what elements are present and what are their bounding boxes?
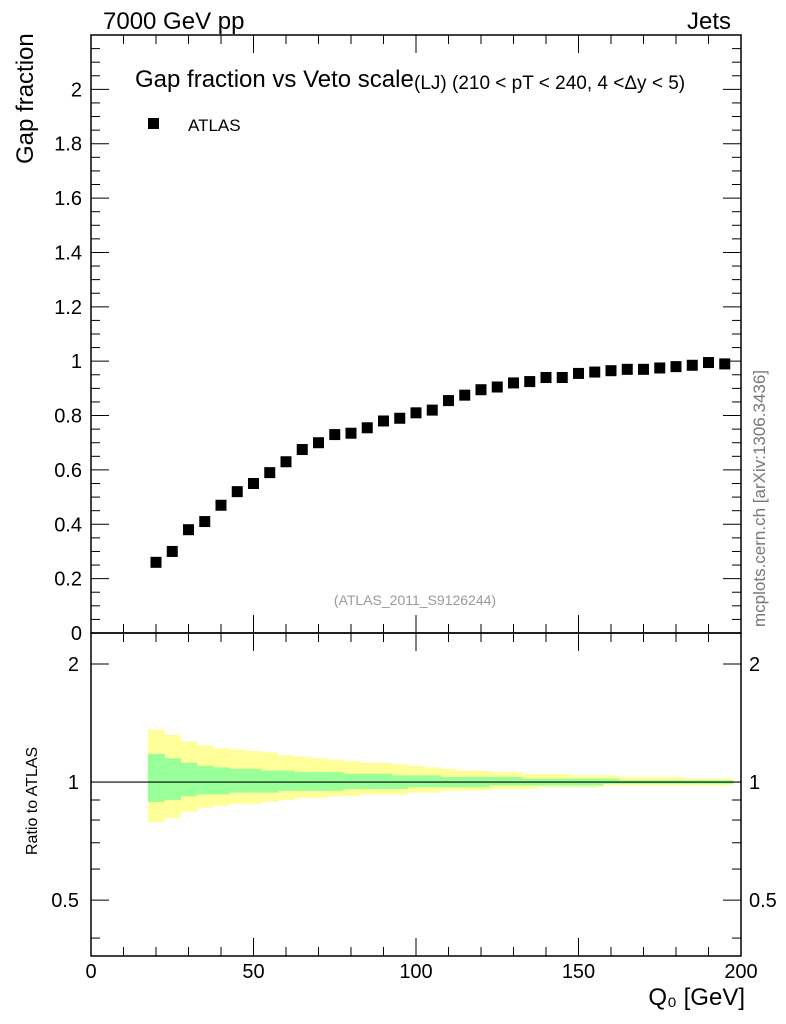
data-point (491, 381, 503, 393)
main-title: Gap fraction vs Veto scale (135, 66, 414, 93)
data-points (150, 357, 731, 568)
data-point (264, 467, 276, 479)
data-point (638, 363, 649, 375)
data-point (150, 556, 162, 568)
data-point (280, 456, 292, 468)
y-tick-label: 1.2 (54, 297, 82, 319)
ratio-y-ticks: 0.5 0.5 1 1 2 2 (51, 654, 777, 939)
stat-band-bin (245, 768, 263, 793)
data-point (703, 357, 714, 369)
data-point (231, 486, 243, 498)
data-point (345, 427, 357, 439)
main-y-axis-label: Gap fraction (12, 33, 39, 164)
stat-band-bin (196, 765, 214, 795)
data-point (508, 377, 519, 389)
legend-label-atlas: ATLAS (188, 116, 241, 135)
ratio-tick-label-right: 2 (749, 654, 760, 676)
stat-band-bin (602, 778, 620, 784)
data-point (394, 412, 406, 424)
stat-band-bin (180, 762, 198, 797)
data-point (686, 359, 698, 371)
stat-band-bin (424, 775, 441, 788)
side-source-label: mcplots.cern.ch [arXiv:1306.3436] (750, 370, 769, 627)
ratio-x-ticks: 0 50 100 150 200 (85, 633, 758, 983)
y-tick-label: 0.8 (54, 406, 82, 428)
y-tick-label: 2 (71, 79, 82, 101)
data-point (621, 363, 633, 375)
y-tick-label: 0.2 (54, 569, 82, 591)
data-point (199, 516, 211, 528)
data-point (183, 524, 194, 536)
stat-band-bin (505, 777, 523, 786)
stat-band-bin (407, 775, 425, 788)
x-axis-label: Q₀ [GeV] (648, 984, 745, 1011)
data-point (573, 367, 584, 379)
data-point (296, 444, 308, 456)
stat-band-bin (489, 777, 506, 786)
ratio-tick-label-left: 1 (68, 772, 79, 794)
y-tick-label: 1.8 (54, 134, 82, 156)
ratio-tick-label-right: 1 (749, 772, 760, 794)
data-point (475, 384, 487, 396)
y-tick-label: 0.4 (54, 514, 82, 536)
data-point (361, 422, 373, 434)
data-point (524, 376, 536, 388)
data-point (329, 429, 341, 441)
x-tick-label: 50 (242, 961, 264, 983)
y-tick-label: 1 (71, 351, 82, 373)
stat-band-bin (229, 768, 246, 793)
process-label: Jets (687, 8, 731, 35)
data-point (556, 371, 568, 383)
main-x-ticks (90, 35, 742, 633)
stat-band-bin (359, 773, 376, 790)
ratio-y-axis-label: Ratio to ATLAS (24, 747, 41, 855)
x-tick-label: 0 (85, 961, 96, 983)
stat-band-bin (147, 753, 165, 802)
main-subtitle: (LJ) (210 < pT < 240, 4 <Δy < 5) (414, 73, 685, 94)
ratio-bands (147, 729, 734, 823)
data-point (589, 366, 601, 378)
data-point (166, 545, 178, 557)
data-point (410, 407, 422, 419)
data-point (719, 358, 731, 370)
ratio-tick-label-left: 2 (68, 654, 79, 676)
energy-label: 7000 GeV pp (103, 8, 244, 35)
data-point (670, 361, 682, 373)
y-tick-label: 1.6 (54, 188, 82, 210)
ratio-tick-label-right: 0.5 (749, 890, 777, 912)
x-tick-label: 200 (724, 961, 757, 983)
legend-marker-square (148, 118, 159, 129)
data-point (443, 395, 454, 407)
ratio-frame (90, 632, 742, 957)
data-point (313, 437, 324, 449)
main-plot-panel: 0 0.2 0.4 0.6 0.8 1 1.2 1.4 1.6 1.8 2 Gap fraction… (12, 33, 742, 645)
data-point (248, 478, 259, 489)
data-point (459, 389, 471, 401)
ratio-tick-label-left: 0.5 (51, 890, 79, 912)
data-point (654, 362, 666, 374)
stat-band-bin (375, 773, 393, 790)
data-point (540, 371, 552, 383)
y-tick-label: 0 (71, 623, 82, 645)
ratio-plot-panel: 0.5 0.5 1 1 2 2 0 50 100 150 200 Ratio to ATLAS Q… (24, 632, 777, 1011)
x-tick-label: 150 (562, 961, 595, 983)
data-point (605, 365, 617, 377)
y-tick-label: 1.4 (54, 242, 82, 264)
data-point (215, 499, 227, 511)
data-point (378, 415, 389, 427)
analysis-watermark: (ATLAS_2011_S9126244) (334, 592, 496, 608)
data-point (426, 404, 438, 416)
stat-band-bin (212, 767, 230, 795)
stat-band-bin (342, 773, 360, 790)
stat-band-bin (277, 770, 295, 791)
x-tick-label: 100 (399, 961, 432, 983)
main-y-ticks: 0 0.2 0.4 0.6 0.8 1 1.2 1.4 1.6 1.8 2 (54, 34, 741, 645)
y-tick-label: 0.6 (54, 460, 82, 482)
stat-band-bin (164, 758, 181, 800)
